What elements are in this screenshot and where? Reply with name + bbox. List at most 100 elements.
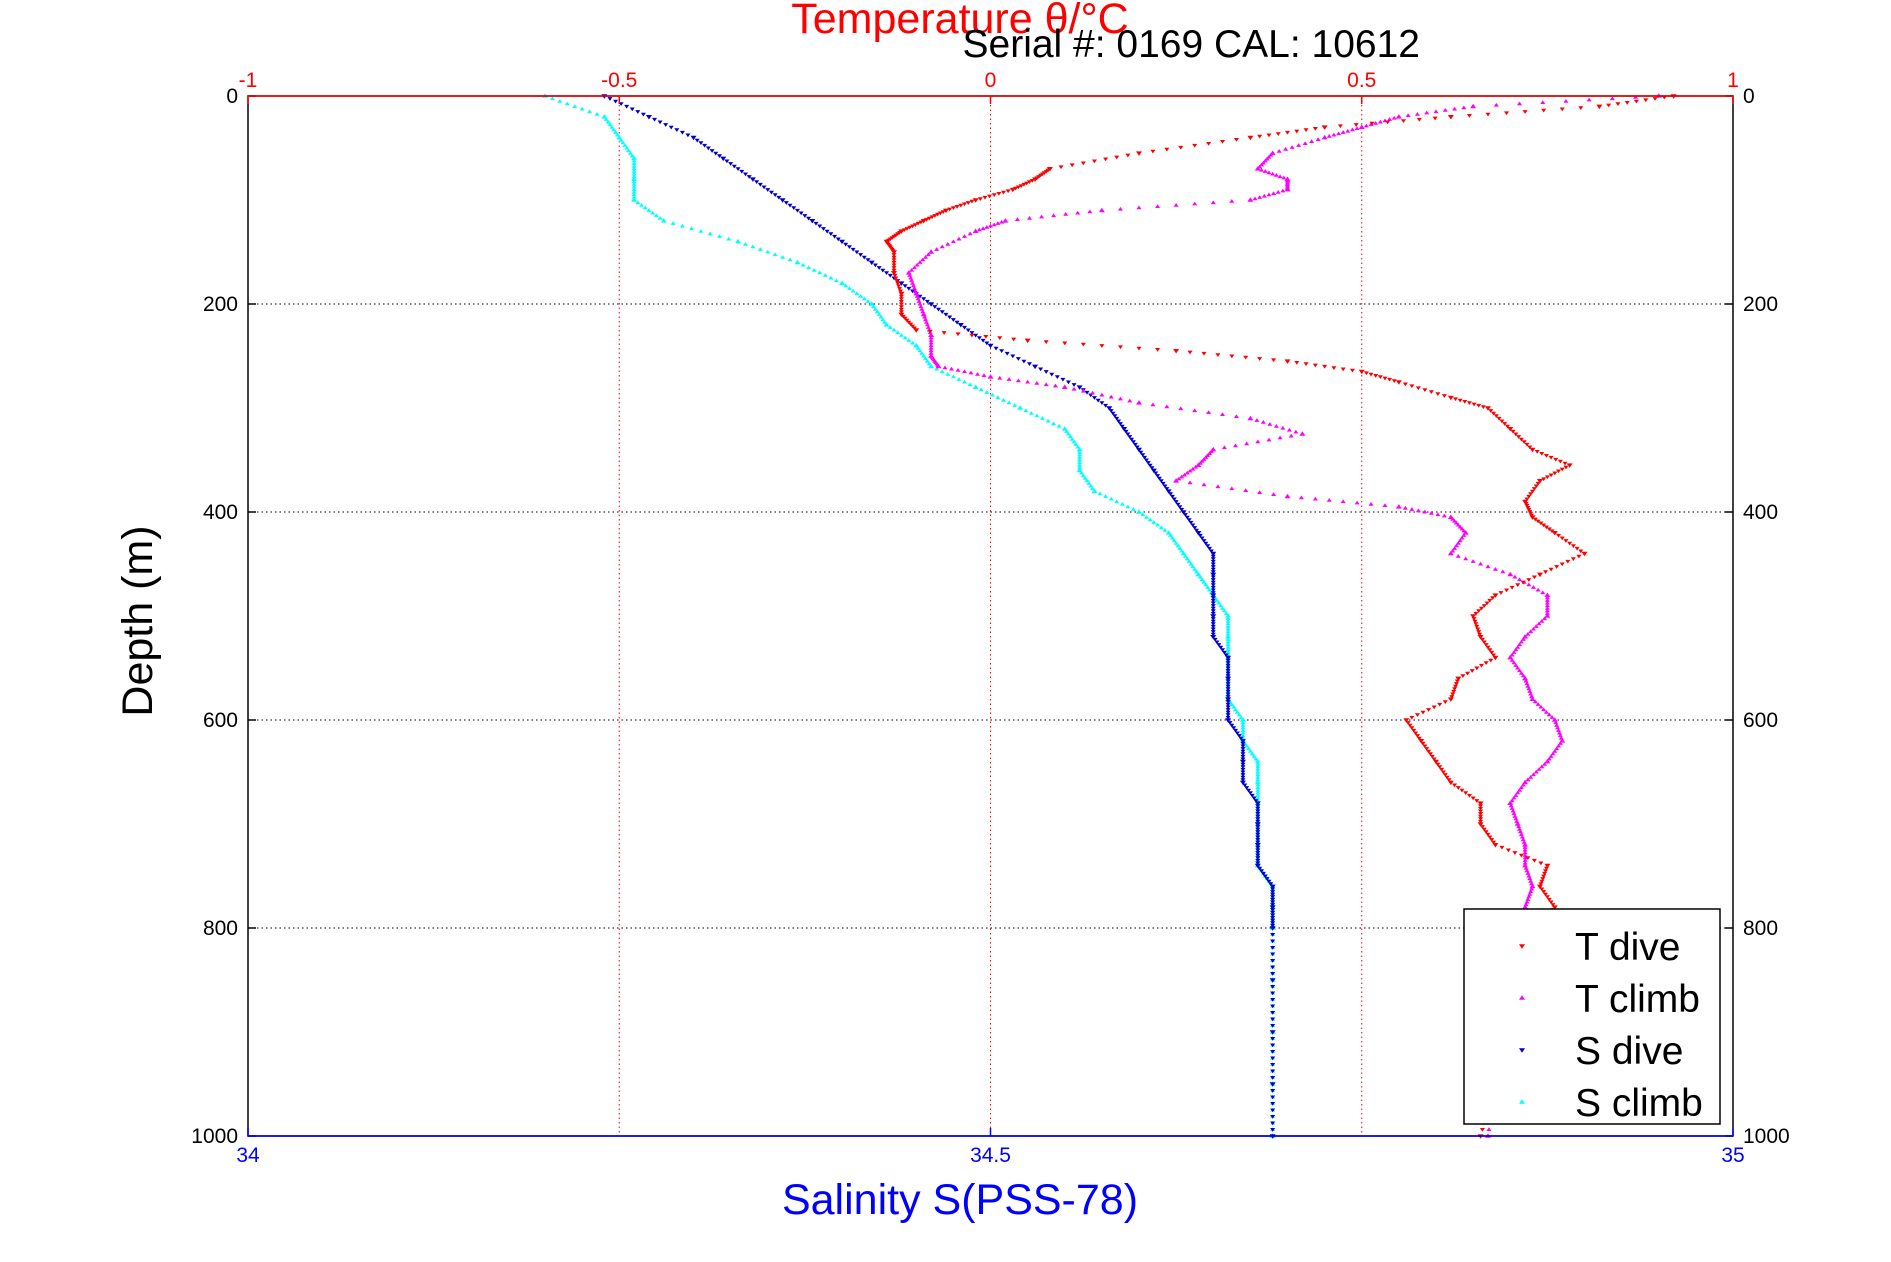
data-point bbox=[1264, 156, 1270, 161]
data-point bbox=[1447, 395, 1454, 401]
data-point bbox=[1507, 427, 1514, 432]
data-point bbox=[898, 281, 905, 286]
data-point bbox=[1541, 523, 1547, 528]
data-point bbox=[891, 327, 897, 332]
data-point bbox=[1289, 145, 1295, 149]
data-point bbox=[1187, 350, 1193, 355]
data-point bbox=[1201, 457, 1207, 461]
data-point bbox=[1270, 1089, 1276, 1093]
data-point bbox=[1270, 985, 1276, 989]
data-point bbox=[1255, 804, 1261, 809]
data-point bbox=[674, 128, 680, 133]
data-point bbox=[978, 387, 984, 392]
data-point bbox=[1247, 415, 1254, 421]
data-point bbox=[1240, 733, 1246, 738]
data-point bbox=[1422, 388, 1428, 393]
data-point bbox=[1479, 1128, 1485, 1132]
data-point bbox=[1073, 442, 1079, 446]
data-point bbox=[1470, 614, 1477, 619]
data-point bbox=[1210, 575, 1216, 580]
data-point bbox=[1303, 128, 1309, 133]
data-point bbox=[1262, 158, 1268, 163]
data-point bbox=[1407, 723, 1413, 728]
data-point bbox=[1432, 116, 1438, 121]
data-point bbox=[1103, 157, 1109, 162]
data-point bbox=[1076, 446, 1083, 452]
data-point bbox=[909, 278, 915, 283]
data-point bbox=[1470, 103, 1477, 109]
data-point bbox=[1500, 569, 1506, 574]
data-point bbox=[1186, 518, 1192, 523]
data-point bbox=[1442, 700, 1448, 705]
data-point bbox=[1049, 372, 1055, 377]
data-point bbox=[1080, 342, 1086, 347]
data-point bbox=[1225, 708, 1231, 712]
data-point bbox=[1220, 140, 1226, 144]
data-point bbox=[1563, 539, 1569, 543]
data-point bbox=[924, 358, 930, 363]
data-point bbox=[1477, 822, 1484, 827]
data-point bbox=[1525, 683, 1531, 688]
data-point bbox=[1515, 665, 1521, 670]
data-point bbox=[1114, 155, 1120, 160]
data-point bbox=[1225, 613, 1232, 618]
data-point bbox=[1065, 380, 1071, 385]
data-point bbox=[1559, 738, 1566, 743]
data-point bbox=[1483, 661, 1489, 666]
data-point bbox=[1254, 166, 1261, 171]
data-point bbox=[1481, 827, 1487, 832]
data-point bbox=[1247, 748, 1253, 753]
data-point bbox=[914, 262, 920, 267]
data-point bbox=[1478, 812, 1484, 816]
data-point bbox=[820, 227, 826, 231]
data-point bbox=[1255, 806, 1261, 811]
data-point bbox=[1477, 635, 1484, 640]
data-point bbox=[1527, 891, 1533, 896]
data-point bbox=[1271, 492, 1277, 496]
data-point bbox=[973, 333, 979, 338]
data-point bbox=[913, 328, 920, 333]
data-point bbox=[1223, 653, 1229, 658]
data-point bbox=[1447, 550, 1454, 556]
data-point bbox=[904, 227, 910, 231]
data-point bbox=[1440, 770, 1446, 775]
data-point bbox=[1112, 414, 1118, 419]
temp-tick-label: 0 bbox=[985, 69, 997, 92]
data-point bbox=[1254, 843, 1261, 848]
data-point bbox=[1455, 676, 1462, 682]
data-point bbox=[1517, 668, 1523, 673]
data-point bbox=[1220, 412, 1226, 416]
data-point bbox=[618, 137, 624, 142]
data-point bbox=[1179, 507, 1185, 512]
data-point bbox=[1267, 422, 1273, 426]
data-point bbox=[1056, 423, 1062, 428]
data-point bbox=[1270, 908, 1276, 913]
data-point bbox=[1225, 624, 1231, 628]
data-point bbox=[1546, 712, 1552, 717]
data-point bbox=[1257, 357, 1263, 361]
data-point bbox=[1544, 595, 1550, 600]
data-point bbox=[813, 221, 819, 226]
data-point bbox=[1551, 717, 1558, 722]
data-point bbox=[1270, 897, 1276, 902]
data-point bbox=[1269, 1082, 1276, 1087]
data-point bbox=[1255, 819, 1261, 824]
data-point bbox=[663, 123, 669, 127]
data-point bbox=[976, 227, 982, 232]
data-point bbox=[1447, 780, 1454, 786]
data-point bbox=[1277, 174, 1283, 179]
data-point bbox=[1015, 357, 1021, 361]
data-point bbox=[965, 201, 971, 205]
data-point bbox=[768, 190, 774, 195]
data-point bbox=[1061, 384, 1068, 389]
data-point bbox=[1455, 522, 1461, 527]
data-point bbox=[1485, 112, 1491, 117]
data-point bbox=[1517, 577, 1523, 582]
sal-tick-label: 34.5 bbox=[970, 1144, 1011, 1167]
data-point bbox=[1240, 720, 1246, 725]
data-point bbox=[1542, 871, 1548, 876]
data-point bbox=[1251, 754, 1257, 758]
data-point bbox=[1271, 191, 1277, 195]
data-point bbox=[1149, 466, 1155, 471]
data-point bbox=[1413, 731, 1419, 736]
